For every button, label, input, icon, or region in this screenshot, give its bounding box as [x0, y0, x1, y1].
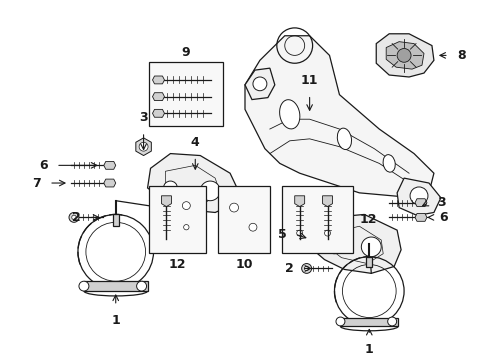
Polygon shape [375, 34, 433, 77]
Ellipse shape [279, 100, 299, 129]
Bar [84, 281, 147, 291]
Polygon shape [152, 76, 164, 84]
Text: 6: 6 [438, 211, 447, 224]
Circle shape [327, 240, 341, 254]
Bar [113, 215, 119, 226]
Circle shape [137, 141, 149, 153]
Ellipse shape [382, 155, 394, 172]
Circle shape [335, 317, 344, 326]
Text: 12: 12 [168, 258, 186, 271]
Polygon shape [322, 227, 332, 239]
Text: 9: 9 [181, 46, 189, 59]
Polygon shape [244, 68, 274, 100]
Circle shape [304, 266, 308, 271]
Text: 4: 4 [190, 136, 199, 149]
Bar [281, 186, 353, 253]
Polygon shape [179, 198, 193, 213]
Polygon shape [245, 219, 259, 235]
Circle shape [229, 203, 238, 212]
Text: 1: 1 [364, 343, 373, 356]
Text: 12: 12 [359, 213, 376, 226]
Circle shape [182, 202, 190, 210]
Text: 1: 1 [111, 314, 120, 327]
Polygon shape [244, 36, 433, 198]
Circle shape [396, 49, 410, 62]
Text: 2: 2 [285, 262, 293, 275]
Bar [148, 186, 206, 253]
Circle shape [409, 187, 427, 204]
Ellipse shape [337, 128, 351, 149]
Circle shape [163, 181, 177, 195]
Polygon shape [152, 93, 164, 100]
Polygon shape [322, 196, 332, 207]
Circle shape [248, 223, 256, 231]
Text: 3: 3 [436, 196, 445, 209]
Bar [340, 318, 397, 327]
Polygon shape [226, 199, 241, 216]
Polygon shape [386, 42, 423, 69]
Polygon shape [103, 161, 116, 169]
Circle shape [136, 281, 146, 291]
Circle shape [200, 181, 220, 201]
Circle shape [296, 230, 302, 236]
Polygon shape [161, 196, 171, 207]
Polygon shape [309, 215, 400, 273]
Circle shape [72, 215, 76, 220]
Text: 7: 7 [32, 176, 41, 189]
Circle shape [252, 77, 266, 91]
Text: 3: 3 [139, 111, 147, 124]
Text: 10: 10 [235, 258, 252, 271]
Polygon shape [414, 213, 426, 221]
Circle shape [139, 142, 148, 151]
Polygon shape [294, 196, 304, 207]
Circle shape [324, 230, 330, 236]
Circle shape [387, 317, 396, 326]
Polygon shape [147, 154, 237, 212]
Circle shape [79, 281, 89, 291]
Text: 2: 2 [72, 211, 81, 224]
Polygon shape [103, 179, 116, 187]
Circle shape [301, 264, 311, 273]
Bar [366, 257, 371, 267]
Circle shape [361, 237, 381, 257]
Circle shape [180, 221, 192, 233]
Circle shape [183, 225, 189, 230]
Polygon shape [396, 178, 440, 215]
Polygon shape [136, 138, 151, 156]
Text: 8: 8 [456, 49, 465, 62]
Bar [148, 62, 223, 126]
Text: 6: 6 [40, 159, 48, 172]
Bar [218, 186, 269, 253]
Text: 11: 11 [300, 74, 318, 87]
Text: 5: 5 [278, 228, 286, 240]
Polygon shape [414, 199, 426, 207]
Polygon shape [294, 227, 304, 239]
Circle shape [69, 212, 79, 222]
Circle shape [141, 144, 146, 149]
Polygon shape [152, 109, 164, 117]
